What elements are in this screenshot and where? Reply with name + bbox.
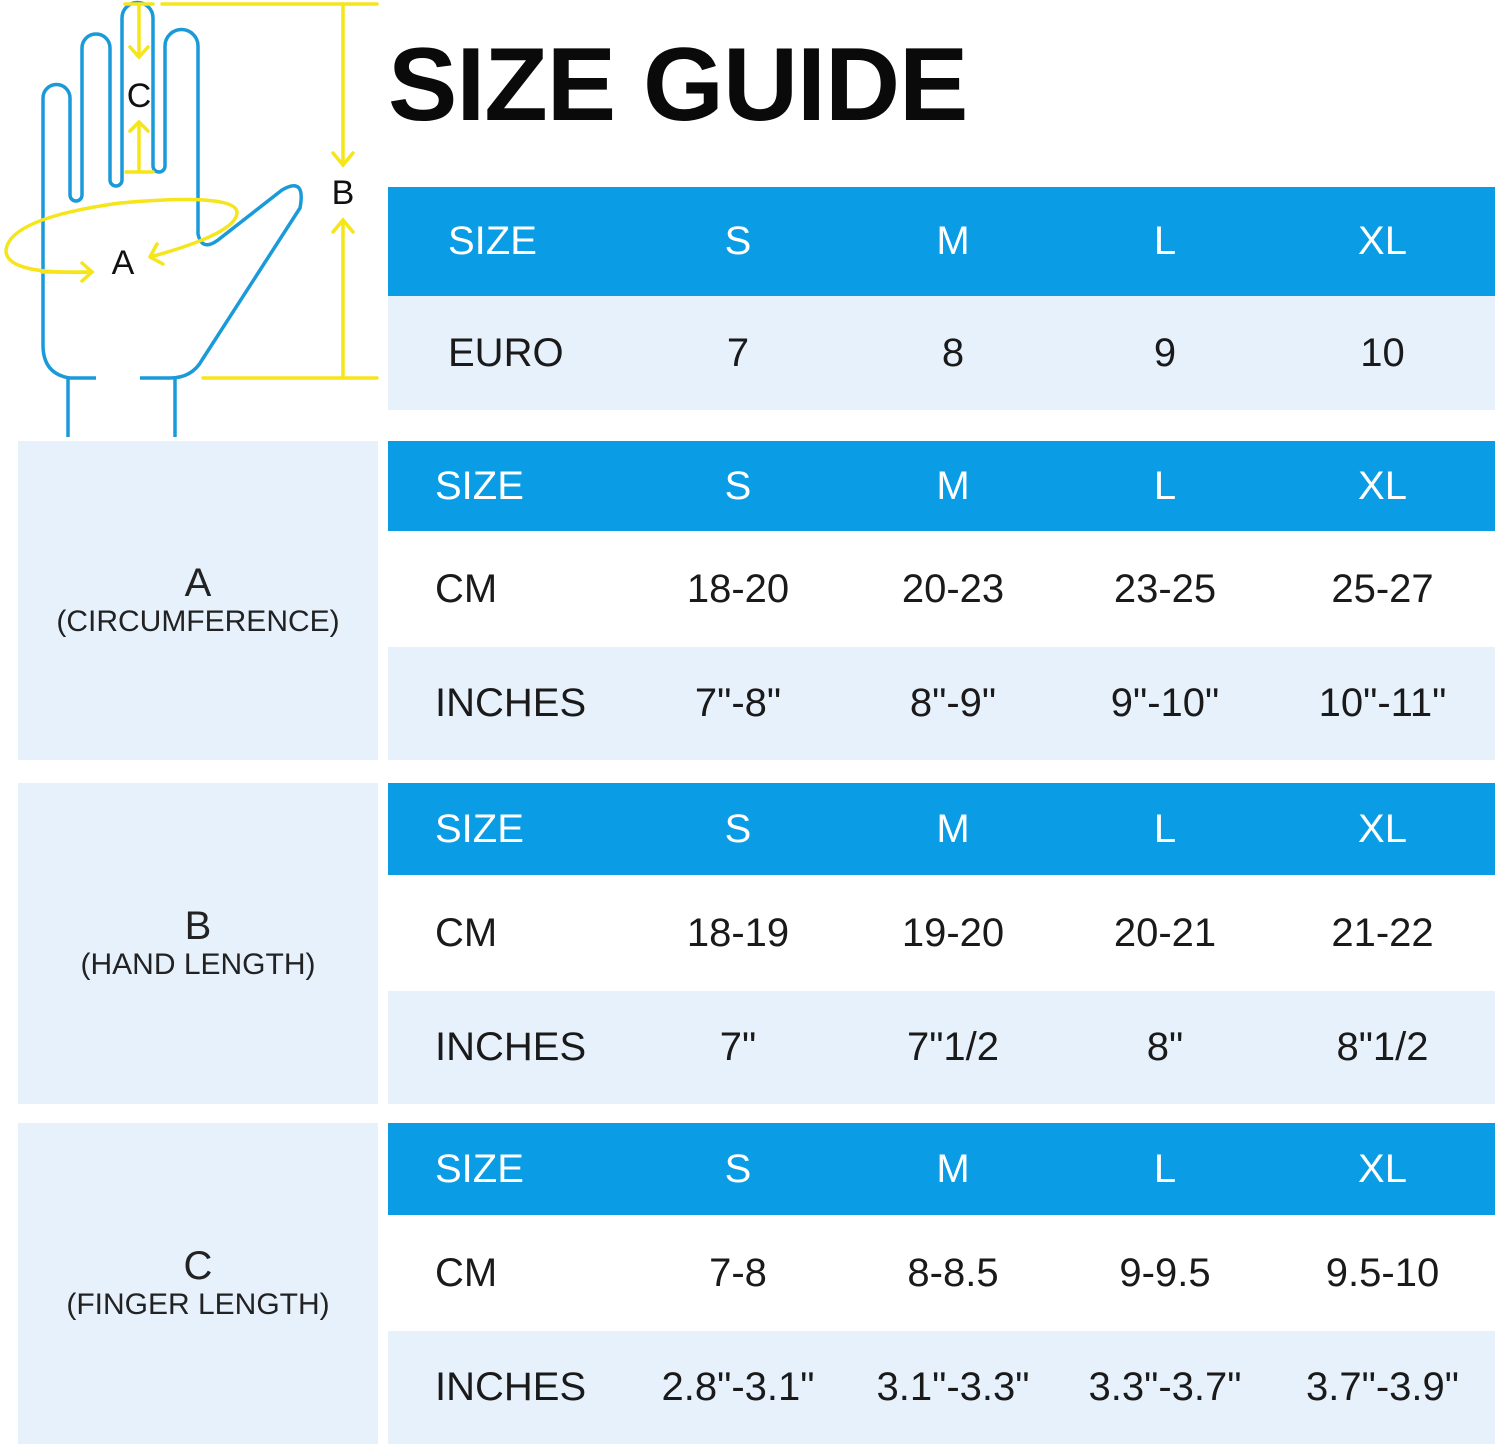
cell: 9 xyxy=(1153,330,1177,375)
label-b: B xyxy=(332,174,355,212)
cell: 18-19 xyxy=(686,910,790,955)
row-label: CM xyxy=(435,1250,498,1295)
table-row: EURO 7 8 9 10 xyxy=(388,296,1495,410)
header-size-2: L xyxy=(1153,463,1177,508)
cell: 3.3"-3.7" xyxy=(1088,1365,1242,1409)
section-label-circumference: A (CIRCUMFERENCE) xyxy=(18,441,378,760)
cell: 3.1"-3.3" xyxy=(876,1365,1030,1409)
cell: 7 xyxy=(726,330,750,375)
section-letter: A xyxy=(184,560,212,605)
header-size-1: M xyxy=(936,806,970,851)
cell: 19-20 xyxy=(901,910,1005,955)
row-label: INCHES xyxy=(435,681,587,725)
size-table-hand-length: SIZE S M L XL CM 18-19 19-20 20-21 21-22 INCHE… xyxy=(388,783,1495,1104)
header-size-1: M xyxy=(936,1146,970,1191)
label-a: A xyxy=(112,244,135,282)
header-size-0: S xyxy=(724,806,752,851)
header-size-0: S xyxy=(724,1146,752,1191)
cell: 20-21 xyxy=(1113,910,1217,955)
cell: 3.7"-3.9" xyxy=(1306,1365,1459,1409)
size-table-circumference: SIZE S M L XL CM 18-20 20-23 23-25 25-27 INCHE… xyxy=(388,441,1495,760)
header-size: SIZE xyxy=(435,463,524,508)
hand-measurement-diagram: C B A xyxy=(4,0,379,437)
header-l: L xyxy=(1153,219,1177,263)
header-size-2: L xyxy=(1153,1146,1177,1191)
section-letter: B xyxy=(184,903,212,948)
cell: 2.8"-3.1" xyxy=(661,1365,815,1409)
cell: 8"1/2 xyxy=(1336,1025,1429,1069)
header-size: SIZE xyxy=(435,806,524,851)
cell: 8 xyxy=(941,330,965,375)
header-s: S xyxy=(724,219,752,263)
label-c: C xyxy=(127,77,152,115)
table-header-row: SIZE S M L XL xyxy=(388,783,1495,875)
cell: 10 xyxy=(1360,330,1405,375)
row-label: INCHES xyxy=(435,1365,587,1409)
size-table-finger-length: SIZE S M L XL CM 7-8 8-8.5 9-9.5 9.5-10 INCHES… xyxy=(388,1123,1495,1444)
section-description: (CIRCUMFERENCE) xyxy=(56,604,340,638)
header-m: M xyxy=(936,219,970,263)
cell: 8-8.5 xyxy=(907,1250,999,1295)
cell: 9-9.5 xyxy=(1119,1250,1211,1295)
table-row: INCHES 2.8"-3.1" 3.1"-3.3" 3.3"-3.7" 3.7"-3… xyxy=(388,1331,1495,1444)
measure-lines xyxy=(4,2,379,380)
cell: 8" xyxy=(1146,1025,1184,1069)
hand-outline xyxy=(41,0,303,437)
cell: 7"1/2 xyxy=(906,1025,1000,1069)
cell: 9"-10" xyxy=(1110,681,1220,725)
cell: 20-23 xyxy=(901,566,1005,611)
section-letter: C xyxy=(183,1243,213,1288)
cell: 7-8 xyxy=(709,1250,767,1295)
section-label-hand-length: B (HAND LENGTH) xyxy=(18,783,378,1104)
row-label: CM xyxy=(435,566,498,611)
cell: 7" xyxy=(719,1025,757,1069)
table-row: INCHES 7" 7"1/2 8" 8"1/2 xyxy=(388,991,1495,1104)
table-header-row: SIZE S M L XL xyxy=(388,1123,1495,1215)
cell: 25-27 xyxy=(1331,566,1434,611)
header-size-1: M xyxy=(936,463,970,508)
euro-size-table: SIZE S M L XL EURO 7 8 9 10 xyxy=(388,187,1495,410)
header-xl: XL xyxy=(1358,219,1407,263)
cell: 10"-11" xyxy=(1318,681,1447,725)
section-description: (FINGER LENGTH) xyxy=(66,1287,330,1321)
row-label: CM xyxy=(435,910,498,955)
cell: 9.5-10 xyxy=(1325,1250,1440,1295)
header-size-3: XL xyxy=(1358,1146,1407,1191)
cell: 21-22 xyxy=(1331,910,1434,955)
section-description: (HAND LENGTH) xyxy=(80,947,316,981)
page-title: SIZE GUIDE xyxy=(388,27,968,143)
table-header-row: SIZE S M L XL xyxy=(388,187,1495,296)
header-size: SIZE xyxy=(448,219,537,263)
header-size-0: S xyxy=(724,463,752,508)
row-label: INCHES xyxy=(435,1025,587,1069)
table-row: CM 18-20 20-23 23-25 25-27 xyxy=(388,531,1495,647)
table-row: CM 7-8 8-8.5 9-9.5 9.5-10 xyxy=(388,1215,1495,1331)
header-size-3: XL xyxy=(1358,463,1407,508)
section-label-finger-length: C (FINGER LENGTH) xyxy=(18,1123,378,1444)
header-size-3: XL xyxy=(1358,806,1407,851)
cell: 23-25 xyxy=(1113,566,1217,611)
header-size: SIZE xyxy=(435,1146,524,1191)
table-row: CM 18-19 19-20 20-21 21-22 xyxy=(388,875,1495,991)
row-label: EURO xyxy=(448,330,564,375)
table-row: INCHES 7"-8" 8"-9" 9"-10" 10"-11" xyxy=(388,647,1495,760)
cell: 18-20 xyxy=(686,566,790,611)
header-size-2: L xyxy=(1153,806,1177,851)
cell: 8"-9" xyxy=(909,681,997,725)
cell: 7"-8" xyxy=(694,681,782,725)
table-header-row: SIZE S M L XL xyxy=(388,441,1495,531)
